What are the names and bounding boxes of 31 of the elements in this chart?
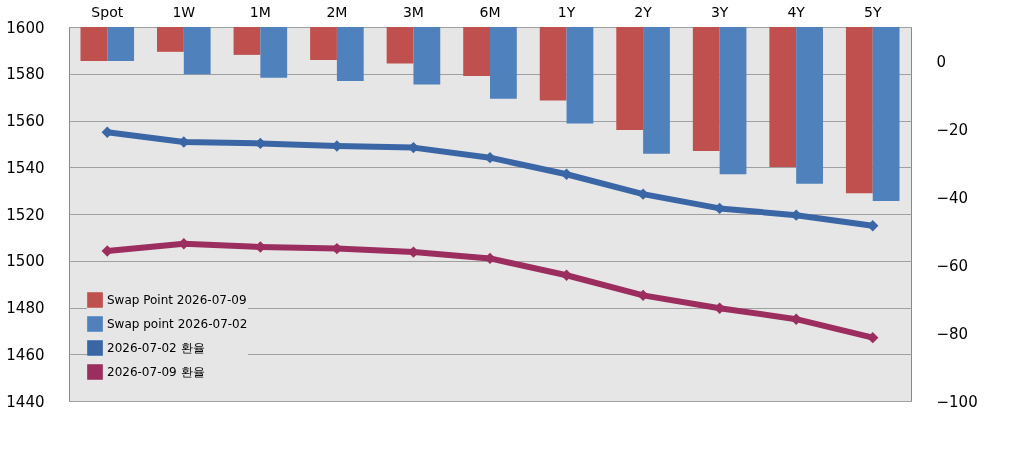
legend-label: Swap point 2026-07-02 xyxy=(107,317,248,331)
x-tick-label: 3Y xyxy=(710,3,729,20)
y-tick-label: 1520 xyxy=(6,205,45,224)
x-tick-label: 6M xyxy=(479,3,501,20)
x-tick-label: 4Y xyxy=(787,3,806,20)
x-tick-label: 5Y xyxy=(863,3,882,20)
x-tick-label: 1M xyxy=(249,3,271,20)
y2-tick-label: −80 xyxy=(936,324,969,343)
point xyxy=(867,331,879,344)
y-tick-label: 1500 xyxy=(6,252,45,271)
x-tick-label: Spot xyxy=(91,3,124,20)
y2-tick-label: −100 xyxy=(936,392,978,411)
y-tick-label: 1540 xyxy=(6,158,45,177)
y2-tick-label: −40 xyxy=(936,188,969,207)
y-tick-label: 1460 xyxy=(6,345,45,364)
y-tick-label: 1480 xyxy=(6,299,45,317)
x-tick-label: 2Y xyxy=(634,3,653,20)
legend-label: 2026-07-09 환율 xyxy=(107,365,205,379)
legend-label: 2026-07-02 환율 xyxy=(107,341,205,355)
legend-label: Swap Point 2026-07-09 xyxy=(107,293,247,307)
y2-tick-label: 0 xyxy=(936,52,947,71)
x-tick-label: 1W xyxy=(172,3,196,20)
y-tick-label: 1580 xyxy=(6,65,45,84)
y-tick-label: 1600 xyxy=(6,18,45,37)
x-tick-label: 2M xyxy=(326,3,348,20)
y-tick-label: 1560 xyxy=(6,112,45,130)
y2-tick-label: −60 xyxy=(936,256,969,275)
y-tick-label: 1440 xyxy=(6,392,45,411)
y2-tick-label: −20 xyxy=(936,120,969,139)
x-tick-label: 3M xyxy=(402,3,424,20)
x-tick-label: 1Y xyxy=(557,3,576,20)
